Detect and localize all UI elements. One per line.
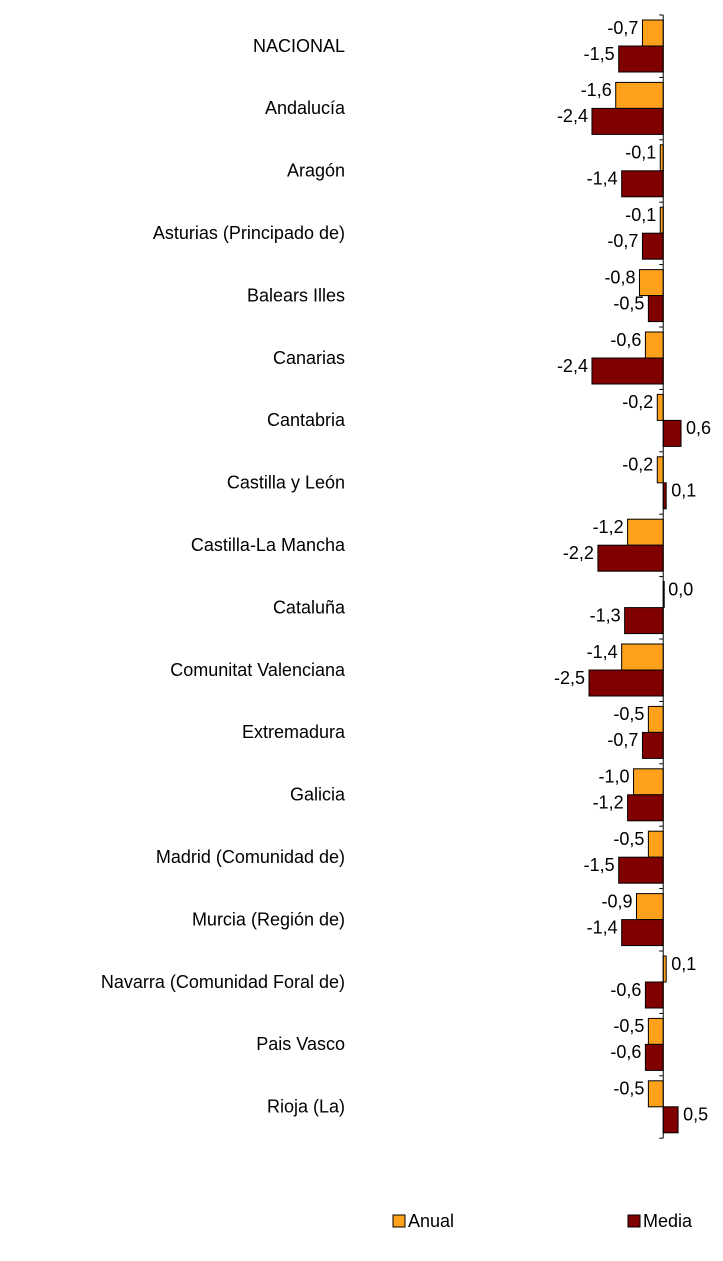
value-label: -0,7 <box>607 730 638 750</box>
bar <box>633 768 664 796</box>
value-label: -0,9 <box>601 891 632 911</box>
category-label: Castilla y León <box>227 473 345 493</box>
bar <box>647 1017 664 1045</box>
category-label: Asturias (Principado de) <box>153 223 345 243</box>
value-label: -0,1 <box>625 205 656 225</box>
bar <box>627 518 664 546</box>
bar <box>662 1106 679 1134</box>
category-label: Balears Illes <box>247 285 345 305</box>
value-label: -2,2 <box>563 543 594 563</box>
category-label: Castilla-La Mancha <box>191 535 346 555</box>
value-label: -1,3 <box>590 605 621 625</box>
category-label: Murcia (Región de) <box>192 909 345 929</box>
value-label: -0,5 <box>613 1079 644 1099</box>
bar <box>621 643 664 671</box>
value-label: -0,6 <box>610 1042 641 1062</box>
bar <box>624 607 664 635</box>
bar <box>621 919 664 947</box>
value-label: -0,7 <box>607 231 638 251</box>
value-label: 0,1 <box>671 481 696 501</box>
value-label: -0,8 <box>604 267 635 287</box>
category-label: Cataluña <box>273 597 346 617</box>
bar <box>662 419 682 447</box>
value-label: -1,6 <box>581 80 612 100</box>
value-label: -1,0 <box>599 767 630 787</box>
value-label: -1,4 <box>587 169 618 189</box>
bar <box>638 269 664 297</box>
bar <box>647 295 664 323</box>
value-label: -1,2 <box>593 793 624 813</box>
legend-label: Media <box>643 1211 693 1231</box>
value-label: -0,1 <box>625 143 656 163</box>
category-label: Aragón <box>287 161 345 181</box>
bar <box>591 357 664 385</box>
value-label: 0,5 <box>683 1105 708 1125</box>
value-label: -0,5 <box>613 293 644 313</box>
category-label: Cantabria <box>267 410 346 430</box>
category-label: Canarias <box>273 348 345 368</box>
value-label: -2,4 <box>557 356 588 376</box>
value-label: -0,5 <box>613 829 644 849</box>
bar <box>644 981 664 1009</box>
value-label: -0,5 <box>613 1016 644 1036</box>
legend-swatch <box>392 1214 406 1228</box>
legend-swatch <box>627 1214 641 1228</box>
bar <box>621 170 664 198</box>
value-label: -0,5 <box>613 704 644 724</box>
bar <box>656 456 664 484</box>
value-label: -1,4 <box>587 642 618 662</box>
category-label: Extremadura <box>242 722 346 742</box>
bar <box>647 1080 664 1108</box>
category-label: Rioja (La) <box>267 1097 345 1117</box>
value-label: -1,5 <box>584 855 615 875</box>
value-label: -0,7 <box>607 18 638 38</box>
value-label: 0,0 <box>668 579 693 599</box>
bar <box>597 544 664 572</box>
value-label: -1,4 <box>587 917 618 937</box>
value-label: -1,2 <box>593 517 624 537</box>
category-label: Pais Vasco <box>256 1034 345 1054</box>
value-label: -2,5 <box>554 668 585 688</box>
value-label: -0,2 <box>622 455 653 475</box>
bar <box>641 19 664 47</box>
bar <box>591 107 664 135</box>
category-label: Comunitat Valenciana <box>170 660 346 680</box>
category-label: Madrid (Comunidad de) <box>156 847 345 867</box>
bar <box>647 830 664 858</box>
bar <box>644 1043 664 1071</box>
category-label: Galicia <box>290 785 346 805</box>
value-label: -1,5 <box>584 44 615 64</box>
bar <box>656 393 664 421</box>
bar <box>588 669 664 697</box>
bar <box>618 856 664 884</box>
value-label: -0,2 <box>622 392 653 412</box>
bar <box>641 232 664 260</box>
value-label: 0,1 <box>671 954 696 974</box>
category-label: Andalucía <box>265 98 346 118</box>
bar <box>647 705 664 733</box>
value-label: -0,6 <box>610 330 641 350</box>
value-label: -2,4 <box>557 106 588 126</box>
bar <box>644 331 664 359</box>
value-label: -0,6 <box>610 980 641 1000</box>
bar <box>641 731 664 759</box>
category-label: Navarra (Comunidad Foral de) <box>101 972 345 992</box>
bar <box>627 794 664 822</box>
bar <box>636 893 664 921</box>
value-label: 0,6 <box>686 418 711 438</box>
bar <box>615 81 664 109</box>
category-label: NACIONAL <box>253 36 345 56</box>
legend-label: Anual <box>408 1211 454 1231</box>
bar <box>618 45 664 73</box>
